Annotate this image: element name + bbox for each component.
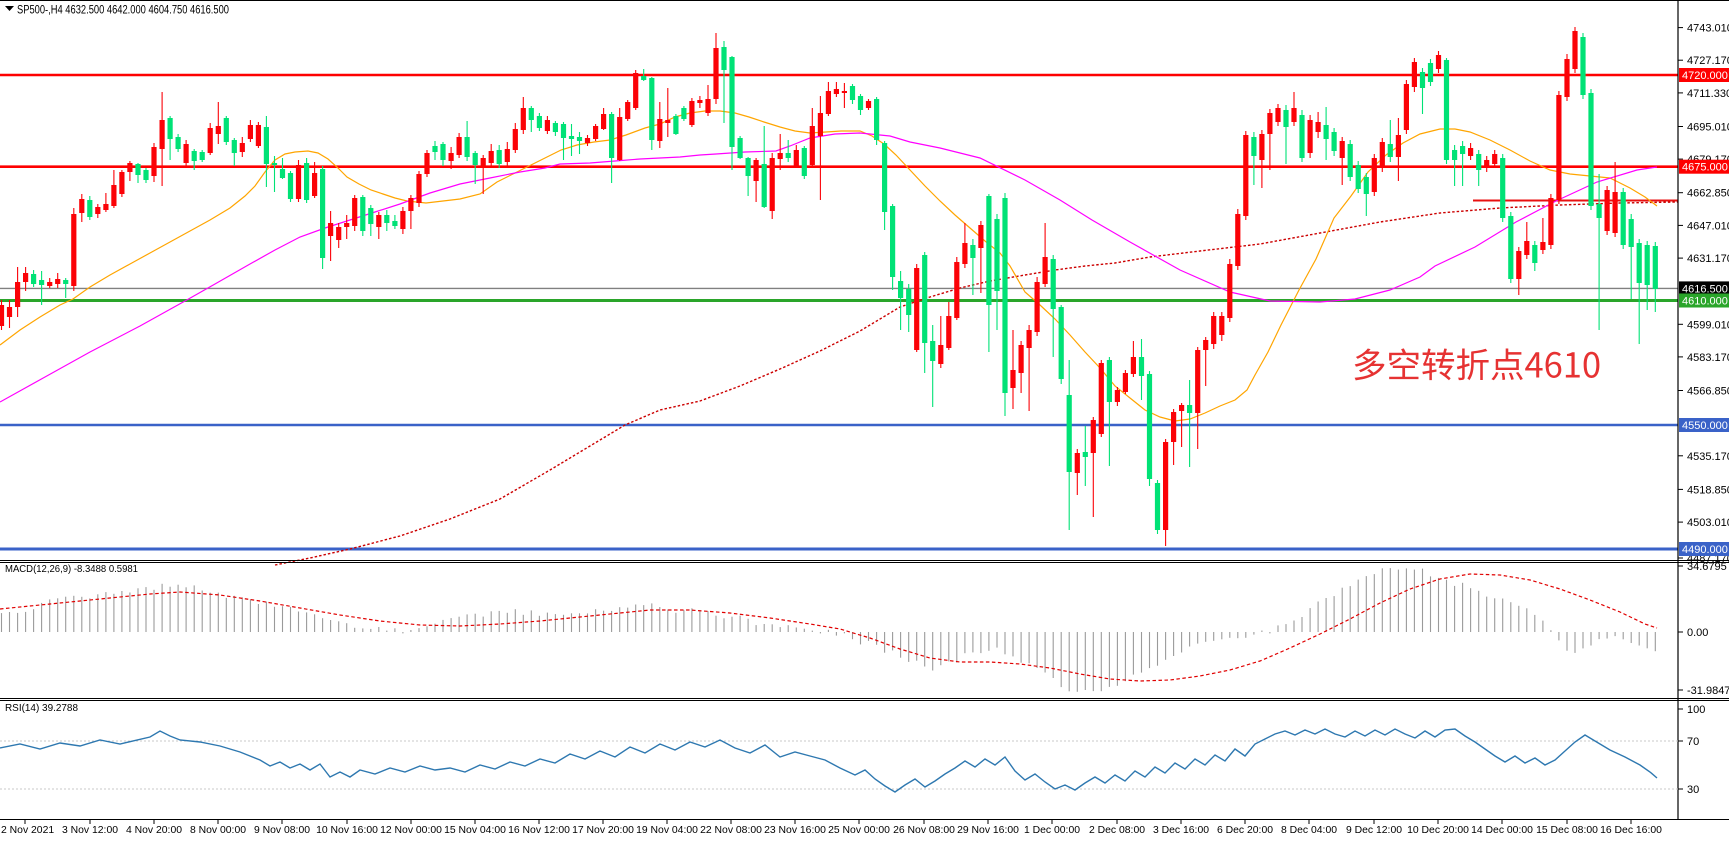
svg-text:4610.000: 4610.000 <box>1682 296 1728 308</box>
svg-text:14 Dec 00:00: 14 Dec 00:00 <box>1471 825 1533 836</box>
svg-text:4 Nov 20:00: 4 Nov 20:00 <box>126 825 182 836</box>
svg-text:29 Nov 16:00: 29 Nov 16:00 <box>957 825 1019 836</box>
svg-text:26 Nov 08:00: 26 Nov 08:00 <box>893 825 955 836</box>
svg-text:9 Dec 12:00: 9 Dec 12:00 <box>1346 825 1402 836</box>
svg-text:4518.850: 4518.850 <box>1687 484 1729 496</box>
svg-text:4566.850: 4566.850 <box>1687 386 1729 398</box>
svg-text:4503.010: 4503.010 <box>1687 517 1729 529</box>
svg-text:6 Dec 20:00: 6 Dec 20:00 <box>1217 825 1273 836</box>
svg-text:4647.010: 4647.010 <box>1687 220 1729 232</box>
svg-text:16 Dec 16:00: 16 Dec 16:00 <box>1600 825 1662 836</box>
svg-text:2 Dec 08:00: 2 Dec 08:00 <box>1089 825 1145 836</box>
svg-text:19 Nov 04:00: 19 Nov 04:00 <box>636 825 698 836</box>
svg-text:4616.500: 4616.500 <box>1682 283 1728 295</box>
svg-text:4675.000: 4675.000 <box>1682 162 1728 174</box>
svg-text:4743.010: 4743.010 <box>1687 23 1729 35</box>
svg-text:4583.170: 4583.170 <box>1687 352 1729 364</box>
svg-text:0.00: 0.00 <box>1687 627 1708 639</box>
svg-text:10 Dec 20:00: 10 Dec 20:00 <box>1407 825 1469 836</box>
svg-text:10 Nov 16:00: 10 Nov 16:00 <box>316 825 378 836</box>
svg-text:RSI(14) 39.2788: RSI(14) 39.2788 <box>5 702 78 714</box>
svg-text:12 Nov 00:00: 12 Nov 00:00 <box>380 825 442 836</box>
svg-text:4599.010: 4599.010 <box>1687 319 1729 331</box>
svg-text:100: 100 <box>1687 704 1705 716</box>
svg-text:4662.850: 4662.850 <box>1687 188 1729 200</box>
svg-text:16 Nov 12:00: 16 Nov 12:00 <box>508 825 570 836</box>
svg-text:70: 70 <box>1687 736 1699 748</box>
svg-text:4631.170: 4631.170 <box>1687 253 1729 265</box>
svg-text:3 Nov 12:00: 3 Nov 12:00 <box>62 825 118 836</box>
svg-text:15 Dec 08:00: 15 Dec 08:00 <box>1536 825 1598 836</box>
svg-text:4490.000: 4490.000 <box>1682 544 1728 556</box>
svg-text:4720.000: 4720.000 <box>1682 70 1728 82</box>
svg-text:1 Dec 00:00: 1 Dec 00:00 <box>1024 825 1080 836</box>
svg-text:SP500-,H4 4632.500 4642.000 4: SP500-,H4 4632.500 4642.000 4604.750 461… <box>17 5 229 17</box>
svg-text:4550.000: 4550.000 <box>1682 420 1728 432</box>
svg-text:8 Dec 04:00: 8 Dec 04:00 <box>1281 825 1337 836</box>
svg-text:17 Nov 20:00: 17 Nov 20:00 <box>572 825 634 836</box>
svg-text:30: 30 <box>1687 784 1699 796</box>
svg-text:34.6795: 34.6795 <box>1687 561 1727 573</box>
svg-text:22 Nov 08:00: 22 Nov 08:00 <box>700 825 762 836</box>
svg-text:25 Nov 00:00: 25 Nov 00:00 <box>828 825 890 836</box>
svg-text:4711.330: 4711.330 <box>1687 88 1729 100</box>
svg-text:4727.170: 4727.170 <box>1687 55 1729 67</box>
svg-text:-31.9847: -31.9847 <box>1687 685 1729 697</box>
svg-text:15 Nov 04:00: 15 Nov 04:00 <box>444 825 506 836</box>
svg-text:23 Nov 16:00: 23 Nov 16:00 <box>764 825 826 836</box>
svg-text:MACD(12,26,9) -8.3488 0.5981: MACD(12,26,9) -8.3488 0.5981 <box>5 563 138 575</box>
svg-text:3 Dec 16:00: 3 Dec 16:00 <box>1153 825 1209 836</box>
svg-text:4695.010: 4695.010 <box>1687 122 1729 134</box>
svg-text:4535.170: 4535.170 <box>1687 451 1729 463</box>
svg-text:2 Nov 2021: 2 Nov 2021 <box>1 825 54 836</box>
svg-text:8 Nov 00:00: 8 Nov 00:00 <box>190 825 246 836</box>
svg-text:9 Nov 08:00: 9 Nov 08:00 <box>254 825 310 836</box>
